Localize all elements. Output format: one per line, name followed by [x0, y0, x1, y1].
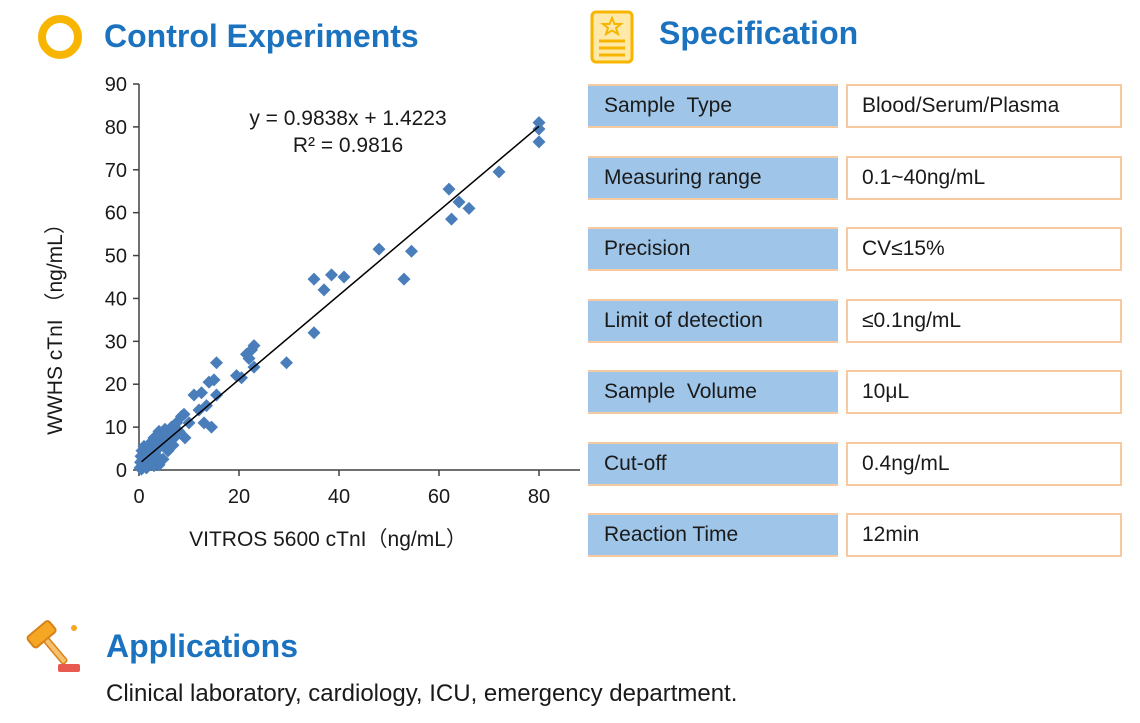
data-point — [307, 326, 321, 340]
data-point — [178, 431, 192, 445]
data-point — [207, 373, 221, 387]
data-point — [532, 122, 546, 136]
data-point — [462, 201, 476, 215]
scatter-chart: 0 10 20 30 40 50 60 70 80 90 0 20 40 60 80 y = 0.9838x… — [44, 74, 580, 551]
y-tick-label: 50 — [105, 246, 127, 268]
x-axis-label: VITROS 5600 cTnI（ng/mL） — [189, 528, 467, 551]
chart-axes: 0 10 20 30 40 50 60 70 80 90 0 20 40 60 80 — [105, 74, 580, 508]
specification-title: Specification — [659, 15, 859, 51]
x-tick-label: 60 — [428, 486, 450, 508]
data-point — [372, 242, 386, 256]
data-point — [177, 407, 191, 421]
data-point — [442, 182, 456, 196]
y-tick-label: 90 — [105, 74, 127, 96]
data-point — [445, 212, 458, 226]
x-tick-label: 80 — [528, 486, 550, 508]
y-tick-label: 0 — [116, 460, 127, 482]
x-tick-label: 0 — [133, 486, 144, 508]
y-tick-label: 60 — [105, 203, 127, 225]
spec-value: 10μL — [846, 370, 1122, 414]
data-point — [405, 244, 418, 258]
applications-title: Applications — [106, 628, 299, 664]
trendline-group — [141, 125, 540, 463]
data-point — [532, 135, 546, 149]
spec-value: 0.4ng/mL — [846, 441, 1122, 486]
gavel-icon — [26, 620, 80, 672]
data-point — [210, 388, 223, 402]
trendline — [141, 125, 540, 463]
y-tick-label: 70 — [105, 160, 127, 182]
data-point — [397, 272, 411, 286]
data-point — [317, 283, 331, 297]
spec-label: Measuring range — [588, 155, 838, 200]
y-tick-label: 80 — [105, 117, 127, 139]
data-points — [133, 116, 546, 476]
data-point — [247, 339, 261, 353]
y-tick-label: 10 — [105, 417, 127, 439]
data-point — [195, 386, 208, 400]
ring-icon — [38, 15, 82, 59]
spec-value: Blood/Serum/Plasma — [846, 84, 1122, 128]
data-point — [210, 356, 223, 370]
spec-label: Sample Volume — [588, 370, 838, 414]
y-tick-label: 20 — [105, 374, 127, 396]
data-point — [307, 272, 321, 286]
spec-value: CV≤15% — [846, 227, 1122, 271]
document-star-icon — [590, 10, 634, 64]
control-experiments-title: Control Experiments — [104, 18, 419, 54]
r-squared-label: R² = 0.9816 — [293, 134, 403, 157]
y-tick-label: 30 — [105, 331, 127, 353]
y-axis-label: WWHS cTnI （ng/mL） — [44, 213, 67, 435]
spec-label: Precision — [588, 227, 838, 271]
data-point — [325, 268, 338, 282]
data-point — [452, 195, 466, 209]
spec-label: Reaction Time — [588, 513, 838, 557]
trendline-equation: y = 0.9838x + 1.4223 — [249, 107, 446, 130]
spec-value: ≤0.1ng/mL — [846, 298, 1122, 343]
applications-text: Clinical laboratory, cardiology, ICU, em… — [106, 680, 738, 707]
x-tick-label: 40 — [328, 486, 350, 508]
spec-label: Cut-off — [588, 441, 838, 486]
data-point — [156, 452, 170, 466]
spec-value: 12min — [846, 513, 1122, 557]
spec-label: Limit of detection — [588, 298, 838, 343]
spec-value: 0.1~40ng/mL — [846, 155, 1122, 200]
data-point — [280, 356, 293, 370]
data-point — [492, 165, 506, 179]
data-point — [205, 420, 218, 434]
y-tick-label: 40 — [105, 288, 127, 310]
spec-label: Sample Type — [588, 84, 838, 128]
x-tick-label: 20 — [228, 486, 250, 508]
data-point — [337, 270, 351, 284]
